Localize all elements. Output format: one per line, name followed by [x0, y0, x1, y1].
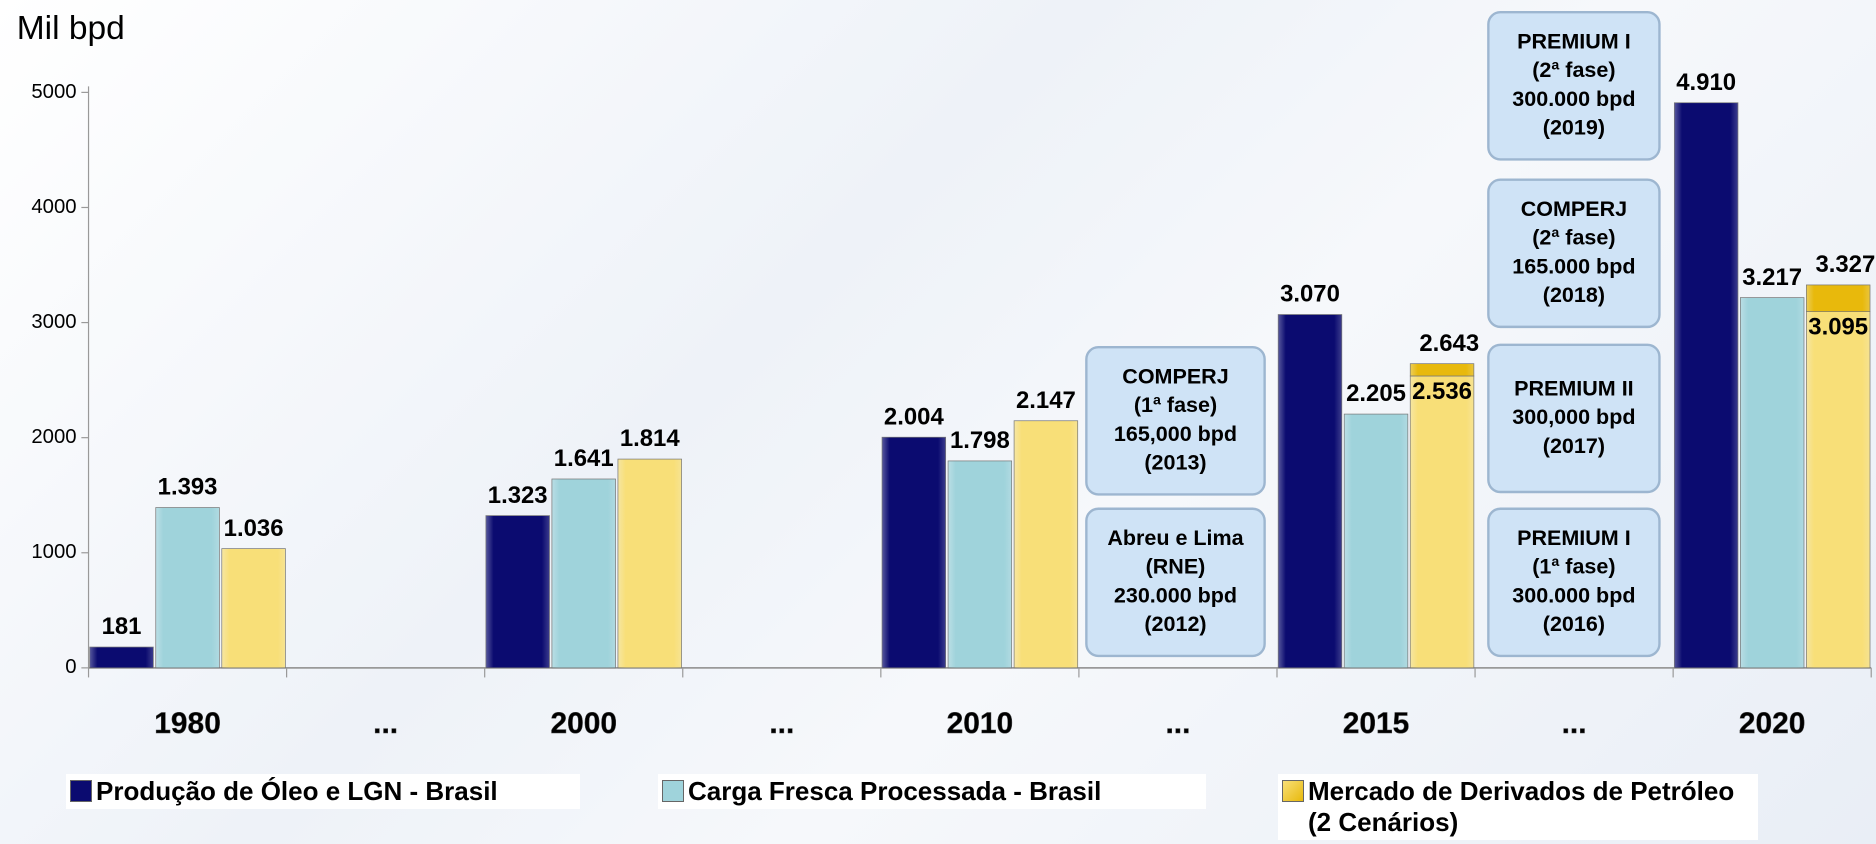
- annotation-text: 300.000 bpd: [1512, 87, 1635, 111]
- annotation-text: 230.000 bpd: [1114, 583, 1237, 607]
- value-label: 2.643: [1419, 330, 1479, 357]
- value-label: 4.910: [1676, 69, 1736, 96]
- bar: [551, 478, 616, 669]
- annotation-text: (1ª fase): [1532, 555, 1615, 579]
- annotation-text: PREMIUM I: [1517, 29, 1631, 53]
- legend-swatch: [70, 780, 92, 802]
- x-tick-label: 1980: [154, 707, 221, 740]
- bar-alt-scenario: [1409, 363, 1475, 377]
- y-axis-label: Mil bpd: [17, 10, 125, 47]
- bar: [1277, 314, 1343, 669]
- value-label: 1.393: [158, 474, 218, 501]
- value-label: 1.798: [950, 427, 1010, 454]
- y-tick-label: 4000: [31, 196, 76, 218]
- x-tick-label: 2010: [947, 707, 1014, 740]
- legend-swatch: [1282, 780, 1304, 802]
- value-label: 3.095: [1808, 314, 1868, 341]
- legend-label: Carga Fresca Processada - Brasil: [688, 776, 1102, 806]
- bar: [1409, 375, 1475, 669]
- bar: [617, 458, 682, 669]
- value-label: 181: [102, 613, 142, 640]
- value-label: 2.004: [884, 403, 945, 430]
- annotation-text: COMPERJ: [1521, 197, 1627, 221]
- annotation-box: [1487, 178, 1661, 329]
- legend-label: Mercado de Derivados de Petróleo (2 Cená…: [1308, 776, 1735, 838]
- annotation-box: [1487, 11, 1661, 161]
- annotation-text: (2017): [1543, 434, 1605, 458]
- bar: [1740, 297, 1805, 669]
- y-tick-label: 2000: [31, 426, 76, 448]
- bar: [485, 515, 550, 669]
- bar: [1343, 413, 1409, 669]
- legend-swatch: [662, 780, 684, 802]
- legend-label: Produção de Óleo e LGN - Brasil: [96, 776, 498, 806]
- annotation-box: [1085, 507, 1266, 658]
- annotation-text: (RNE): [1146, 555, 1206, 579]
- annotation-text: (2ª fase): [1532, 226, 1615, 250]
- value-label: 3.070: [1280, 281, 1340, 308]
- annotation-text: 300.000 bpd: [1512, 583, 1635, 607]
- x-tick-label: 2020: [1739, 707, 1806, 740]
- annotation-text: 165.000 bpd: [1512, 254, 1635, 278]
- y-tick-label: 5000: [31, 81, 76, 103]
- bar: [155, 507, 220, 669]
- value-label: 1.814: [620, 425, 681, 452]
- annotation-text: (1ª fase): [1134, 393, 1217, 417]
- x-tick-label: 2015: [1343, 707, 1410, 740]
- annotation-text: Abreu e Lima: [1107, 526, 1244, 550]
- value-label: 2.147: [1016, 387, 1076, 414]
- value-label: 1.036: [224, 515, 284, 542]
- annotation-box: [1085, 346, 1266, 496]
- annotation-text: (2012): [1144, 612, 1206, 636]
- annotation-text: PREMIUM I: [1517, 526, 1631, 550]
- bar: [1806, 311, 1871, 669]
- annotation-text: (2016): [1543, 612, 1605, 636]
- annotation-text: 165,000 bpd: [1114, 422, 1237, 446]
- bar: [881, 436, 947, 669]
- x-tick-label: ...: [373, 707, 398, 740]
- x-tick-label: ...: [1165, 707, 1190, 740]
- value-label: 3.327: [1815, 251, 1875, 278]
- value-label: 2.536: [1412, 378, 1472, 405]
- x-tick-label: ...: [769, 707, 794, 740]
- value-label: 1.323: [488, 482, 548, 509]
- bar: [1013, 420, 1079, 669]
- annotation-text: PREMIUM II: [1514, 376, 1634, 400]
- legend-item: Produção de Óleo e LGN - Brasil: [66, 774, 580, 810]
- x-tick-label: 2000: [550, 707, 617, 740]
- annotation-text: (2ª fase): [1532, 58, 1615, 82]
- annotation-text: COMPERJ: [1122, 364, 1228, 388]
- annotation-box: [1487, 507, 1661, 658]
- y-tick-label: 0: [65, 656, 76, 678]
- bar: [89, 646, 154, 669]
- annotation-text: (2013): [1144, 451, 1206, 475]
- legend-item: Mercado de Derivados de Petróleo (2 Cená…: [1278, 774, 1758, 841]
- bar: [221, 548, 286, 669]
- bar-alt-scenario: [1806, 284, 1871, 313]
- legend-item: Carga Fresca Processada - Brasil: [658, 774, 1206, 810]
- bar: [947, 460, 1013, 669]
- y-tick-label: 3000: [31, 311, 76, 333]
- annotation-text: (2019): [1543, 116, 1605, 140]
- bar: [1673, 102, 1739, 669]
- value-label: 3.217: [1742, 264, 1802, 291]
- x-tick-label: ...: [1562, 707, 1587, 740]
- annotation-box: [1487, 343, 1661, 494]
- y-tick-label: 1000: [31, 541, 76, 563]
- annotation-text: (2018): [1543, 283, 1605, 307]
- annotation-text: 300,000 bpd: [1512, 405, 1635, 429]
- value-label: 1.641: [554, 445, 614, 472]
- value-label: 2.205: [1346, 380, 1406, 407]
